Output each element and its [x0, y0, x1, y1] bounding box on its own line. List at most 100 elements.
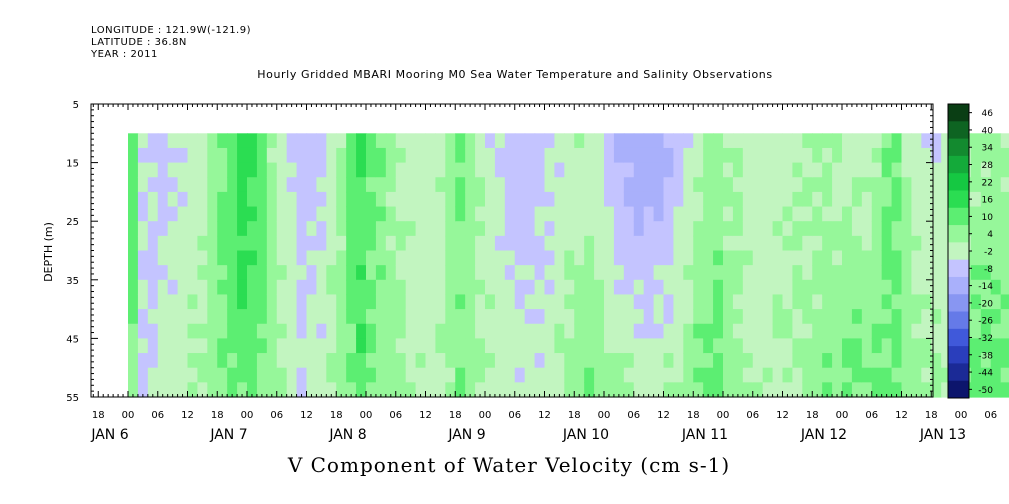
heat-cell [673, 162, 684, 178]
y-tick-label: 55 [66, 393, 79, 404]
heat-cell [931, 133, 942, 149]
heat-cell [276, 367, 288, 383]
heat-cell [217, 221, 228, 237]
heat-cell [356, 162, 367, 178]
heat-cell [752, 191, 764, 208]
heat-cell [306, 235, 318, 252]
heat-cell [832, 221, 843, 237]
heat-cell [504, 338, 516, 354]
heat-cell [425, 162, 437, 178]
heat-cell [703, 191, 714, 208]
heat-cell [266, 382, 278, 398]
heat-cell [266, 338, 278, 354]
heat-cell [326, 353, 337, 369]
heat-cell [336, 309, 347, 325]
heat-cell [296, 309, 308, 325]
heat-cell [782, 338, 794, 354]
heat-cell [673, 323, 684, 339]
heat-cell [534, 338, 546, 354]
heat-cell [514, 353, 526, 369]
heat-cell [534, 279, 546, 296]
heat-cell [237, 206, 248, 222]
heat-cell [723, 265, 734, 281]
heat-cell [822, 338, 833, 354]
heat-cell [405, 162, 417, 178]
heat-cell [792, 191, 803, 208]
heat-cell [494, 177, 506, 193]
heat-cell [266, 162, 278, 178]
heat-cell [742, 133, 754, 149]
heat-cell [584, 206, 595, 222]
heat-cell [296, 133, 308, 149]
heat-cell [792, 206, 803, 222]
heat-cell [693, 206, 704, 222]
heat-cell [802, 191, 813, 208]
heat-cell [415, 323, 427, 339]
heat-cell [574, 177, 585, 193]
heat-cell [782, 235, 794, 252]
heat-cell [673, 382, 684, 398]
heat-cell [1000, 382, 1009, 398]
heat-cell [375, 177, 387, 193]
heat-cell [266, 191, 278, 208]
heat-cell [693, 221, 704, 237]
heat-cell [167, 323, 179, 339]
heat-cell [613, 309, 625, 325]
heat-cell [316, 294, 327, 310]
heat-cell [375, 323, 387, 339]
heat-cell [247, 294, 258, 310]
heat-cell [802, 294, 813, 310]
heat-cell [435, 367, 446, 383]
heat-cell [683, 367, 694, 383]
heat-cell [881, 221, 893, 237]
heat-cell [891, 147, 903, 164]
heat-cell [891, 279, 903, 296]
heat-cell [782, 133, 794, 149]
x-day-label: JAN 12 [800, 427, 847, 443]
heat-cell [147, 177, 159, 193]
heat-cell [564, 338, 575, 354]
heat-cell [465, 279, 476, 296]
heat-cell [564, 235, 575, 252]
heat-cell [395, 206, 407, 222]
heat-cell [455, 221, 466, 237]
heat-cell [524, 250, 536, 266]
heat-cell [475, 206, 486, 222]
heat-cell [891, 309, 903, 325]
x-tick-labels: 18 00 06 12 18 00 06 12 18 00 06 12 18 00 06 12 18 00 06 12… [90, 410, 997, 443]
heat-cell [256, 147, 268, 164]
heat-cell [772, 221, 784, 237]
heat-cell [633, 250, 645, 266]
heat-cell [604, 191, 615, 208]
heat-cell [504, 206, 516, 222]
heat-cell [812, 279, 823, 296]
heat-cell [455, 250, 466, 266]
heat-cell [693, 382, 704, 398]
heat-cell [663, 279, 675, 296]
heat-cell [197, 279, 208, 296]
heat-cell [266, 367, 278, 383]
heat-cell [1000, 265, 1009, 281]
heat-cell [564, 294, 575, 310]
heat-cell [980, 323, 992, 339]
heat-cell [574, 323, 585, 339]
heat-cell [643, 367, 655, 383]
heat-cell [594, 162, 605, 178]
heat-cell [147, 133, 159, 149]
axis-ticks [91, 103, 933, 398]
heat-cell [871, 279, 883, 296]
heat-cell [742, 191, 754, 208]
heat-cell [742, 147, 754, 164]
heat-cell [911, 338, 922, 354]
heat-cell [356, 323, 367, 339]
heat-cell [256, 338, 268, 354]
heat-cell [921, 338, 932, 354]
heat-cell [247, 338, 258, 354]
heat-cell [435, 191, 446, 208]
heat-cell [415, 367, 427, 383]
heat-cell [941, 309, 952, 325]
heat-cell [256, 367, 268, 383]
heat-cell [861, 250, 873, 266]
heat-cell [247, 309, 258, 325]
